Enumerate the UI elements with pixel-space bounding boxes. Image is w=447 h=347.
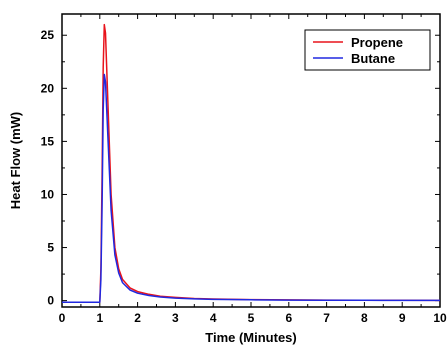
y-tick-label: 25 bbox=[41, 28, 55, 42]
x-tick-label: 2 bbox=[134, 311, 141, 325]
y-tick-label: 0 bbox=[47, 294, 54, 308]
legend-label: Propene bbox=[351, 35, 403, 50]
y-tick-label: 5 bbox=[47, 241, 54, 255]
x-axis-ticks: 0 1 2 3 4 5 6 7 8 9 10 bbox=[59, 14, 447, 325]
x-tick-label: 8 bbox=[361, 311, 368, 325]
legend-box bbox=[304, 29, 431, 71]
x-tick-label: 0 bbox=[59, 311, 66, 325]
x-tick-label: 10 bbox=[433, 311, 447, 325]
x-tick-label: 4 bbox=[210, 311, 217, 325]
y-tick-label: 20 bbox=[41, 81, 55, 95]
series-layer bbox=[62, 23, 441, 303]
y-tick-label: 15 bbox=[41, 134, 55, 148]
x-tick-label: 3 bbox=[172, 311, 179, 325]
y-axis-title: Heat Flow (mW) bbox=[8, 112, 23, 210]
x-axis-title: Time (Minutes) bbox=[205, 330, 297, 345]
series-line-butane bbox=[62, 73, 440, 303]
x-tick-label: 1 bbox=[96, 311, 103, 325]
x-tick-label: 6 bbox=[285, 311, 292, 325]
x-tick-label: 5 bbox=[248, 311, 255, 325]
y-tick-label: 10 bbox=[41, 187, 55, 201]
legend-label: Butane bbox=[351, 51, 395, 66]
x-tick-label: 7 bbox=[323, 311, 330, 325]
y-axis-ticks: 0 5 10 15 20 25 bbox=[41, 28, 440, 308]
x-tick-label: 9 bbox=[399, 311, 406, 325]
